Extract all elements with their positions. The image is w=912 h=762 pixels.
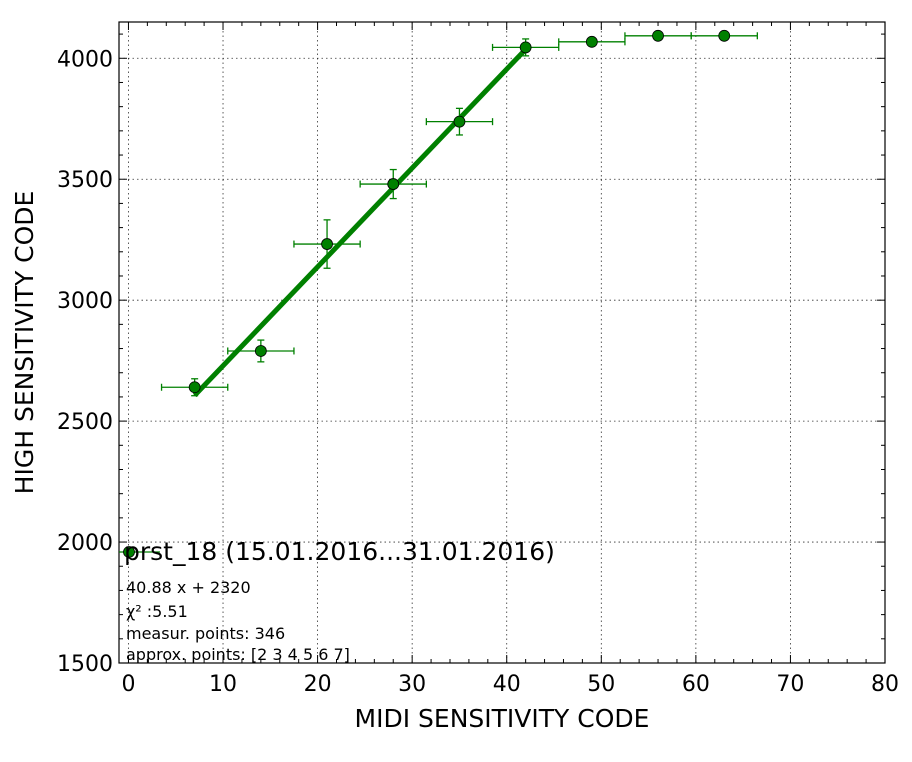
data-point [652, 29, 664, 42]
error-bars [160, 32, 758, 397]
y-tick-labels: 1500 2000 2500 3000 3500 4000 [57, 47, 113, 677]
y-tick-label: 3500 [57, 168, 113, 193]
fit-equation: 40.88 x + 2320 [126, 578, 251, 597]
data-point [254, 345, 267, 357]
legend-label: prst_18 (15.01.2016...31.01.2016) [124, 537, 555, 566]
legend: prst_18 (15.01.2016...31.01.2016) [119, 537, 555, 566]
x-tick-label: 50 [587, 672, 615, 697]
approximation-points: approx. points: [2 3 4 5 6 7] [126, 645, 350, 664]
legend-marker [123, 546, 135, 558]
x-tick-label: 60 [682, 672, 710, 697]
data-point [387, 178, 400, 190]
x-tick-labels: 0 10 20 30 40 50 60 70 80 [121, 672, 899, 697]
data-point [321, 238, 333, 250]
data-point [453, 115, 466, 128]
data-point [188, 381, 201, 394]
ticks [119, 22, 886, 664]
y-tick-label: 2000 [57, 531, 113, 556]
data-point [519, 41, 532, 54]
data-point [585, 35, 598, 48]
fit-line [192, 47, 528, 398]
plot-frame [118, 21, 886, 664]
grid [119, 22, 886, 664]
y-tick-label: 1500 [57, 652, 113, 677]
data-point [718, 29, 731, 42]
x-tick-label: 40 [493, 672, 521, 697]
y-tick-label: 2500 [57, 410, 113, 435]
x-axis-label: MIDI SENSITIVITY CODE [355, 704, 650, 733]
x-tick-label: 70 [776, 672, 804, 697]
annotations: 40.88 x + 2320 χ² :5.51 measur. points: … [126, 578, 350, 664]
x-tick-label: 10 [209, 672, 237, 697]
chi-square: χ² :5.51 [126, 602, 188, 621]
y-tick-label: 3000 [57, 289, 113, 314]
x-tick-label: 30 [398, 672, 426, 697]
measurement-points: measur. points: 346 [126, 624, 285, 643]
x-tick-label: 0 [121, 672, 135, 697]
x-tick-label: 80 [871, 672, 899, 697]
data-points [188, 29, 731, 394]
x-tick-label: 20 [304, 672, 332, 697]
y-tick-label: 4000 [57, 47, 113, 72]
y-axis-label: HIGH SENSITIVITY CODE [10, 191, 39, 495]
fit-line-group [192, 47, 528, 398]
